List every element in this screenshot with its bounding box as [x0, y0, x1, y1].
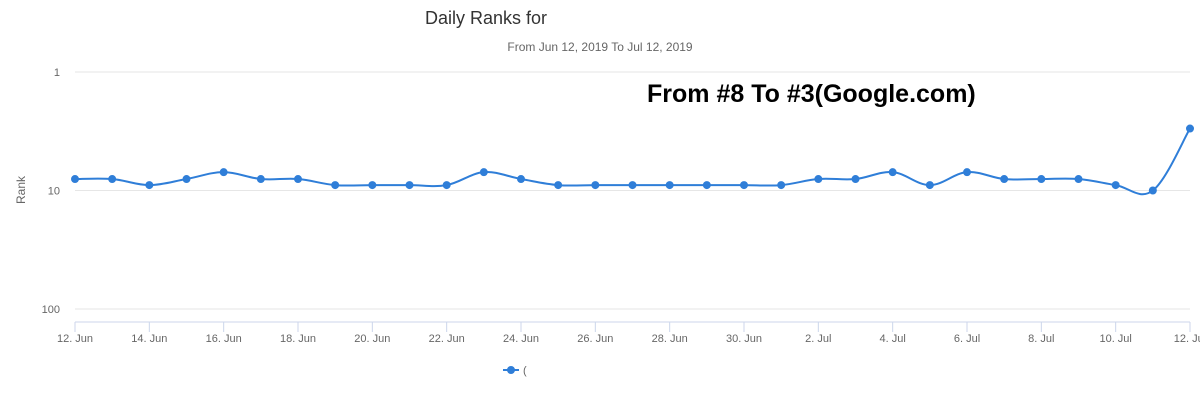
data-point[interactable]: [777, 181, 786, 190]
grid-layer: [75, 71, 1190, 310]
x-tick-label: 22. Jun: [429, 333, 465, 345]
x-tick-label: 4. Jul: [880, 333, 906, 345]
data-point[interactable]: [554, 181, 563, 190]
data-point[interactable]: [702, 181, 711, 190]
data-point[interactable]: [851, 175, 860, 184]
data-point[interactable]: [442, 181, 451, 190]
legend-series-label: (: [523, 365, 527, 377]
data-point[interactable]: [1111, 181, 1120, 190]
data-point[interactable]: [665, 181, 674, 190]
data-point[interactable]: [1186, 124, 1194, 133]
data-point[interactable]: [1000, 175, 1009, 184]
legend-marker-icon: [507, 366, 515, 374]
data-point[interactable]: [888, 168, 897, 177]
data-point[interactable]: [628, 181, 637, 190]
y-axis-title: Rank: [14, 175, 28, 204]
data-point[interactable]: [925, 181, 934, 190]
data-point[interactable]: [405, 181, 414, 190]
data-point[interactable]: [591, 181, 600, 190]
x-tick-label: 16. Jun: [206, 333, 242, 345]
series-points: [71, 124, 1194, 195]
data-point[interactable]: [814, 175, 823, 184]
data-point[interactable]: [182, 175, 191, 184]
rank-change-annotation: From #8 To #3(Google.com): [647, 80, 976, 108]
x-tick-label: 2. Jul: [805, 333, 831, 345]
data-point[interactable]: [219, 168, 228, 177]
x-tick-label: 10. Jul: [1099, 333, 1131, 345]
data-point[interactable]: [256, 175, 265, 184]
x-tick-label: 24. Jun: [503, 333, 539, 345]
x-tick-label: 28. Jun: [652, 333, 688, 345]
x-tick-label: 12. Jun: [57, 333, 93, 345]
y-tick-label: 1: [54, 67, 60, 79]
x-axis-ticks: 12. Jun 14. Jun 16. Jun 18. Jun 20. Jun 22. J…: [57, 322, 1200, 345]
data-point[interactable]: [108, 175, 117, 184]
data-point[interactable]: [1148, 186, 1157, 195]
chart-title: Daily Ranks for: [425, 8, 547, 28]
x-tick-label: 14. Jun: [131, 333, 167, 345]
y-tick-label: 100: [42, 304, 60, 316]
x-tick-label: 6. Jul: [954, 333, 980, 345]
x-tick-label: 26. Jun: [577, 333, 613, 345]
legend[interactable]: (: [503, 365, 527, 377]
data-point[interactable]: [331, 181, 340, 190]
data-point[interactable]: [368, 181, 377, 190]
data-point[interactable]: [740, 181, 748, 190]
data-point[interactable]: [1074, 175, 1083, 184]
y-tick-label: 10: [48, 186, 60, 198]
x-tick-label: 30. Jun: [726, 333, 762, 345]
data-point[interactable]: [963, 168, 971, 177]
x-tick-label: 18. Jun: [280, 333, 316, 345]
data-point[interactable]: [145, 181, 154, 190]
data-point[interactable]: [71, 175, 79, 184]
data-point[interactable]: [1037, 175, 1046, 184]
data-point[interactable]: [479, 168, 488, 177]
data-point[interactable]: [294, 175, 302, 184]
y-axis-ticks: 1 10 100: [42, 67, 60, 316]
chart-subtitle: From Jun 12, 2019 To Jul 12, 2019: [507, 40, 693, 54]
x-tick-label: 8. Jul: [1028, 333, 1054, 345]
x-tick-label: 12. Jul: [1174, 333, 1200, 345]
x-tick-label: 20. Jun: [354, 333, 390, 345]
data-point[interactable]: [517, 175, 525, 184]
